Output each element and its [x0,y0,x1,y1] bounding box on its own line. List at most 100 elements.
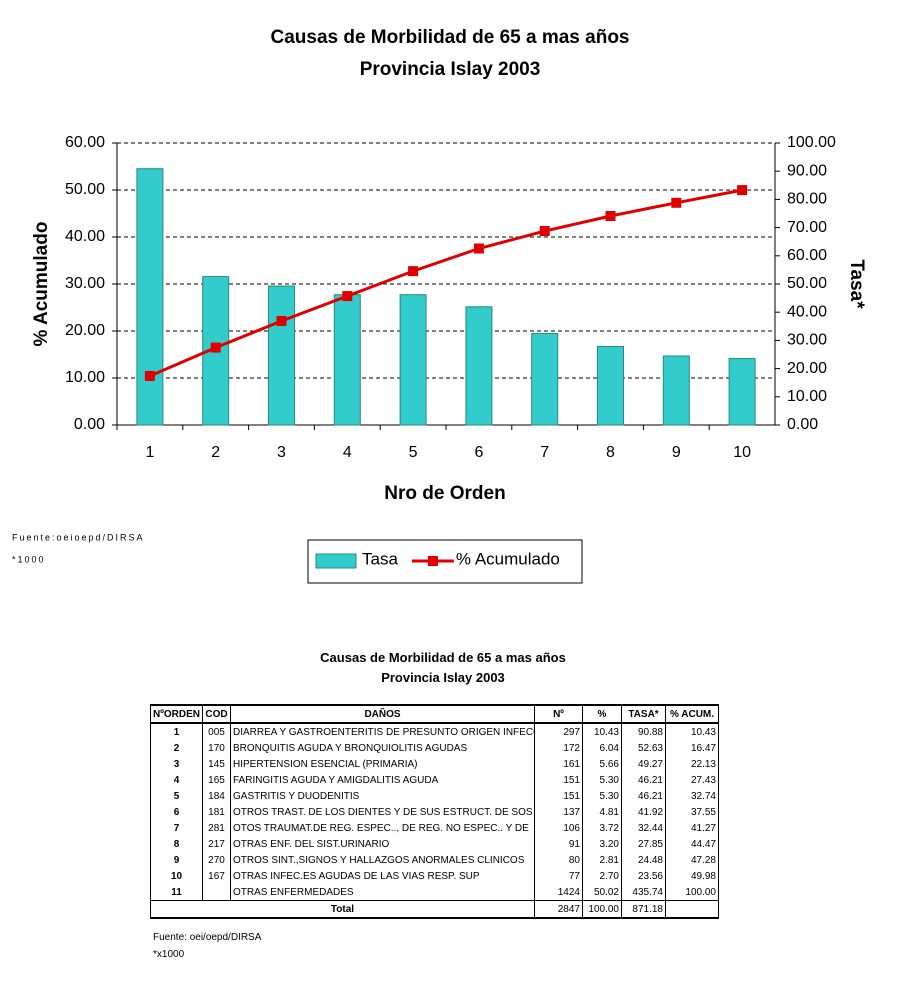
table-cell: 100.00 [665,884,719,901]
bar [597,345,624,426]
marker [605,210,616,221]
table-cell: 170 [202,740,231,756]
table-cell: OTROS SINT.,SIGNOS Y HALLAZGOS ANORMALES… [230,852,535,868]
table-cell: OTRAS INFEC.ES AGUDAS DE LAS VIAS RESP. … [230,868,535,884]
y-tick-label: 30.00 [65,275,105,292]
x-tick-label: 8 [606,444,615,461]
y-tick-label: 40.00 [65,228,105,245]
header-cell: TASA* [621,704,666,724]
header-cell: Nº [534,704,583,724]
table-cell: 281 [202,820,231,836]
x-tick-label: 5 [409,444,418,461]
table-cell: 46.21 [621,788,666,804]
total-cell: Total [150,900,535,919]
table-cell: 6.04 [582,740,622,756]
header-cell: NºORDEN [150,704,203,724]
table-cell: 217 [202,836,231,852]
bar [662,355,690,426]
table-cell: 10 [150,868,203,884]
table-subtitle: Provincia Islay 2003 [381,670,505,685]
table: NºORDEN COD DAÑOS Nº% TASA*% ACUM. 1 005 DIARR… [150,704,719,919]
table-row: 9 270 OTROS SINT.,SIGNOS Y HALLAZGOS ANORM… [150,852,719,868]
legend-label: Tasa [362,549,398,568]
table-row: 5 184 GASTRITIS Y DUODENITIS 151 5.30 46.21 32… [150,788,719,804]
marker [737,185,748,196]
table-cell: FARINGITIS AGUDA Y AMIGDALITIS AGUDA [230,772,535,788]
y2-tick-label: 0.00 [787,416,818,433]
table-cell: 52.63 [621,740,666,756]
table-cell: 49.27 [621,756,666,772]
note: *1000 [12,554,46,564]
y-tick-label: 0.00 [74,416,105,433]
table-cell: HIPERTENSION ESENCIAL (PRIMARIA) [230,756,535,772]
table-cell: 32.44 [621,820,666,836]
marker [473,243,484,254]
table-row: 10 167 OTRAS INFEC.ES AGUDAS DE LAS VIAS R… [150,868,719,884]
table-cell: 10.43 [582,723,622,740]
marker [671,197,682,208]
table-cell: 297 [534,723,583,740]
x-axis-title: Nro de Orden [384,483,505,504]
total-cell-blank [665,900,719,919]
table-cell: 151 [534,788,583,804]
table-cell: 90.88 [621,723,666,740]
y-tick-label: 20.00 [65,322,105,339]
source: Fuente:oeioepd/DIRSA [12,532,145,542]
header-cell: % ACUM. [665,704,719,724]
table-cell: 44.47 [665,836,719,852]
table-cell: OTOS TRAUMAT.DE REG. ESPEC.., DE REG. NO… [230,820,535,836]
table-cell: OTRAS ENFERMEDADES [230,884,535,901]
y-tick-label: 50.00 [65,181,105,198]
table-cell: 46.21 [621,772,666,788]
table-cell: 10.43 [665,723,719,740]
table-row: 11 OTRAS ENFERMEDADES 1424 50.02 435.74 100.0… [150,884,719,901]
table-title: Causas de Morbilidad de 65 a mas años [320,650,566,665]
table-cell: 184 [202,788,231,804]
y2-tick-label: 20.00 [787,360,827,377]
table-row: 8 217 OTRAS ENF. DEL SIST.URINARIO 91 3.20 27… [150,836,719,852]
y2-tick-label: 80.00 [787,191,827,208]
table-cell: 3 [150,756,203,772]
table-cell: 161 [534,756,583,772]
table-cell: 151 [534,772,583,788]
table-cell: 005 [202,723,231,740]
chart: Causas de Morbilidad de 65 a mas años Pr… [12,27,867,584]
table-cell: 172 [534,740,583,756]
table-cell: 270 [202,852,231,868]
marker [342,291,353,302]
table-cell: 11 [150,884,203,901]
table-cell: 2.81 [582,852,622,868]
table-cell: 9 [150,852,203,868]
y2-tick-label: 10.00 [787,388,827,405]
table-cell: 5.30 [582,788,622,804]
table-note: *x1000 [153,949,185,960]
table-cell: 47.28 [665,852,719,868]
x-tick-label: 4 [343,444,352,461]
table-cell: 435.74 [621,884,666,901]
y-axis-title: % Acumulado [31,222,52,347]
table-cell: 165 [202,772,231,788]
table-cell: 8 [150,836,203,852]
table-row: 7 281 OTOS TRAUMAT.DE REG. ESPEC.., DE REG… [150,820,719,836]
header-row: NºORDEN COD DAÑOS Nº% TASA*% ACUM. [150,704,719,724]
table-cell: 7 [150,820,203,836]
table-cell: 37.55 [665,804,719,820]
table-cell: 50.02 [582,884,622,901]
y2-tick-label: 60.00 [787,247,827,264]
table-cell: OTROS TRAST. DE LOS DIENTES Y DE SUS EST… [230,804,535,820]
y2-tick-label: 50.00 [787,275,827,292]
table-cell: 106 [534,820,583,836]
table-row: 3 145 HIPERTENSION ESENCIAL (PRIMARIA) 161 5… [150,756,719,772]
table-cell: 3.72 [582,820,622,836]
table-cell [202,884,231,901]
legend-swatch [315,553,357,569]
y-tick-label: 60.00 [65,134,105,151]
total-cell: 100.00 [582,900,622,919]
marker [539,226,550,237]
table-cell: 145 [202,756,231,772]
legend: Tasa % Acumulado [315,549,560,569]
x-tick-label: 1 [145,444,154,461]
table-cell: 2.70 [582,868,622,884]
table-row: 4 165 FARINGITIS AGUDA Y AMIGDALITIS AGUDA… [150,772,719,788]
